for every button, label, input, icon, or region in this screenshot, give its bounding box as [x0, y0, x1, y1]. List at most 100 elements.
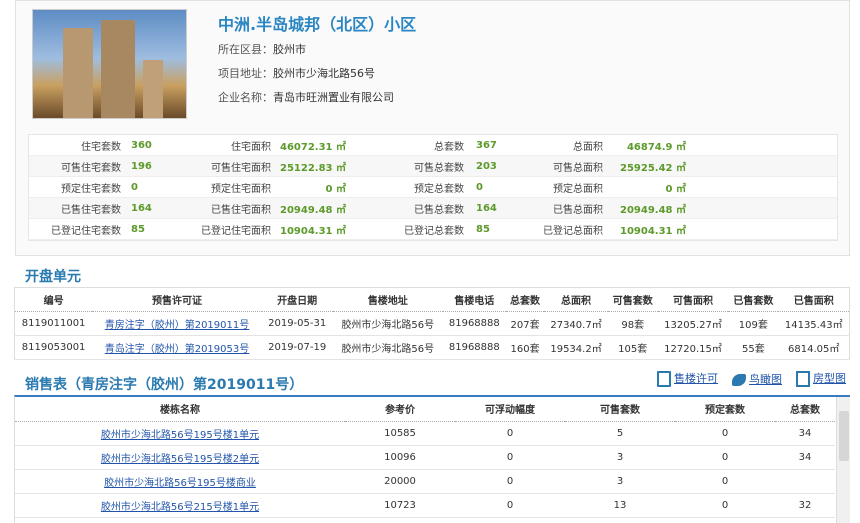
permit-link[interactable]: 青房注字（胶州）第2019011号: [104, 320, 250, 331]
units-header: 总套数: [505, 287, 545, 312]
stat-label: 已登记总套数: [404, 225, 464, 237]
units-row: 8119011001 青房注字（胶州）第2019011号 2019-05-31 胶州市…: [14, 311, 850, 336]
stat-label: 已售总套数: [414, 204, 464, 216]
sales-cell: 10096: [345, 445, 455, 470]
units-cell: 胶州市少海北路56号: [332, 311, 443, 336]
sales-header: 可浮动幅度: [455, 397, 565, 422]
units-cell: 青房注字（胶州）第2019011号: [92, 311, 262, 336]
project-title: 中洲.半岛城邦（北区）小区: [218, 15, 417, 34]
units-cell: 27340.7㎡: [544, 311, 608, 336]
document-icon: [796, 371, 810, 387]
sales-cell: 0: [675, 469, 775, 494]
sales-cell: 0: [455, 445, 565, 470]
bird-icon: [732, 373, 746, 386]
stats-row: 已登记住宅套数 85 已登记住宅面积 10904.31 ㎡ 已登记总套数 85 已登记总面积…: [29, 219, 837, 240]
stats-row: 已售住宅套数 164 已售住宅面积 20949.48 ㎡ 已售总套数 164 已售总面积 20…: [29, 198, 837, 219]
stat-value: 85: [476, 223, 490, 235]
units-header: 售楼地址: [332, 287, 443, 312]
scrollbar[interactable]: [836, 397, 850, 523]
stat-label: 已售住宅套数: [61, 204, 121, 216]
sales-title: 销售表（青房注字（胶州）第2019011号）: [25, 377, 304, 393]
sales-cell: 0: [675, 421, 775, 446]
sales-cell: 0: [455, 469, 565, 494]
units-cell: 13205.27㎡: [657, 311, 729, 336]
units-cell: 98套: [607, 311, 658, 336]
units-cell: 8119053001: [14, 335, 93, 360]
sales-cell: 10723: [345, 493, 455, 518]
stat-value: 25122.83 ㎡: [280, 162, 346, 174]
sales-cell: 胶州市少海北路56号215号楼1单元: [15, 493, 345, 518]
stat-value: 0 ㎡: [325, 183, 346, 195]
floor-plan-link[interactable]: 房型图: [796, 370, 846, 387]
units-cell: 81968888: [443, 311, 506, 336]
stat-label: 总面积: [573, 141, 603, 153]
units-row: 8119053001 青岛注字（胶州）第2019053号 2019-07-19 胶州市…: [14, 335, 850, 360]
units-cell: 19534.2㎡: [544, 335, 608, 360]
units-header: 总面积: [544, 287, 608, 312]
stat-label: 已登记住宅面积: [201, 225, 271, 237]
sales-cell: 胶州市少海北路56号195号楼商业: [15, 469, 345, 494]
building-link[interactable]: 胶州市少海北路56号215号楼1单元: [100, 501, 260, 513]
district-info: 所在区县：胶州市: [218, 41, 306, 57]
building-link[interactable]: 胶州市少海北路56号195号楼2单元: [100, 453, 260, 465]
stat-value: 0 ㎡: [665, 183, 686, 195]
permit-link[interactable]: 售楼许可: [657, 370, 718, 387]
stat-value: 196: [131, 160, 152, 172]
stat-value: 367: [476, 139, 497, 151]
permit-label: 售楼许可: [674, 372, 718, 385]
permit-link[interactable]: 青岛注字（胶州）第2019053号: [104, 344, 250, 355]
address-info: 项目地址：胶州市少海北路56号: [218, 65, 375, 81]
sales-table: 楼栋名称 参考价 可浮动幅度 可售套数 预定套数 总套数 胶州市少海北路56号195号楼1单…: [15, 397, 835, 518]
stat-value: 46874.9 ㎡: [626, 141, 686, 153]
sales-cell: 34: [775, 421, 835, 446]
sales-cell: 3: [565, 445, 675, 470]
units-cell: 55套: [728, 335, 779, 360]
units-header: 可售面积: [657, 287, 729, 312]
sales-header: 楼栋名称: [15, 397, 345, 422]
stat-label: 可售住宅套数: [61, 162, 121, 174]
units-cell: 160套: [505, 335, 545, 360]
building-link[interactable]: 胶州市少海北路56号195号楼商业: [104, 477, 256, 489]
scrollbar-thumb[interactable]: [839, 411, 849, 461]
sales-cell: 0: [675, 445, 775, 470]
units-title: 开盘单元: [25, 269, 81, 285]
stat-label: 预定住宅套数: [61, 183, 121, 195]
units-cell: 2019-07-19: [261, 335, 333, 360]
sales-cell: 3: [565, 469, 675, 494]
sales-header: 参考价: [345, 397, 455, 422]
stat-label: 住宅套数: [81, 141, 121, 153]
building-link[interactable]: 胶州市少海北路56号195号楼1单元: [100, 429, 260, 441]
stat-value: 164: [476, 202, 497, 214]
aerial-view-link[interactable]: 鸟瞰图: [732, 371, 782, 387]
stat-label: 已登记总面积: [543, 225, 603, 237]
project-panel: 中洲.半岛城邦（北区）小区 所在区县：胶州市 项目地址：胶州市少海北路56号 企…: [15, 0, 850, 256]
stat-value: 85: [131, 223, 145, 235]
sales-row: 胶州市少海北路56号195号楼2单元 10096 0 3 0 34: [15, 445, 835, 470]
address-value: 胶州市少海北路56号: [273, 67, 375, 80]
project-photo: [32, 9, 187, 119]
district-label: 所在区县：: [218, 43, 273, 56]
stat-label: 总套数: [434, 141, 464, 153]
stat-value: 164: [131, 202, 152, 214]
sales-cell: [775, 469, 835, 494]
stat-label: 可售总面积: [553, 162, 603, 174]
units-cell: 6814.05㎡: [778, 335, 850, 360]
aerial-label: 鸟瞰图: [749, 372, 782, 386]
units-header: 已售面积: [778, 287, 850, 312]
units-header: 可售套数: [607, 287, 658, 312]
stats-row: 可售住宅套数 196 可售住宅面积 25122.83 ㎡ 可售总套数 203 可售总面积 25…: [29, 156, 837, 177]
stat-label: 预定住宅面积: [211, 183, 271, 195]
sales-cell: 34: [775, 445, 835, 470]
sales-cell: 5: [565, 421, 675, 446]
company-value: 青岛市旺洲置业有限公司: [273, 91, 394, 104]
units-cell: 青岛注字（胶州）第2019053号: [92, 335, 262, 360]
stat-value: 20949.48 ㎡: [620, 204, 686, 216]
district-value: 胶州市: [273, 43, 306, 56]
stat-label: 已售总面积: [553, 204, 603, 216]
stat-label: 预定总面积: [553, 183, 603, 195]
units-cell: 105套: [607, 335, 658, 360]
stat-value: 20949.48 ㎡: [280, 204, 346, 216]
units-header: 开盘日期: [261, 287, 333, 312]
stat-value: 10904.31 ㎡: [620, 225, 686, 237]
stat-value: 0: [131, 181, 138, 193]
